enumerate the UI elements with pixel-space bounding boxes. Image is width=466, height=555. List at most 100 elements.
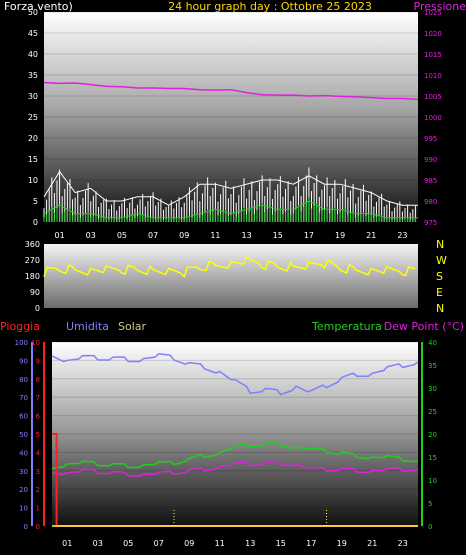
- y-tick-label: 30: [28, 92, 38, 101]
- rain-tick-label: 9: [36, 357, 40, 365]
- y-tick-label: 0: [35, 304, 40, 313]
- y-tick-label: 35: [28, 71, 38, 80]
- y-right-tick-label: 975: [424, 219, 437, 227]
- x-tick-label: 13: [245, 539, 255, 548]
- y-right-tick-label: 980: [424, 198, 437, 206]
- rain-tick-label: 7: [36, 394, 40, 402]
- x-tick-label: 21: [367, 539, 377, 548]
- x-tick-label: 01: [62, 539, 72, 548]
- humidity-tick-label: 60: [19, 413, 28, 421]
- x-tick-label: 09: [179, 231, 189, 240]
- direction-label: S: [436, 270, 443, 283]
- series-line: [51, 352, 419, 396]
- y-tick-label: 40: [28, 50, 38, 59]
- y-tick-label: 270: [25, 256, 40, 265]
- direction-label: N: [436, 238, 444, 251]
- temperature-tick-label: 40: [428, 339, 437, 347]
- rain-tick-label: 8: [36, 376, 40, 384]
- temperature-tick-label: 0: [428, 523, 432, 531]
- x-tick-label: 07: [154, 539, 164, 548]
- y-tick-label: 45: [28, 29, 38, 38]
- x-tick-label: 23: [397, 231, 407, 240]
- direction-label: W: [436, 254, 447, 267]
- rain-label: Pioggia: [0, 320, 40, 333]
- direction-label: N: [436, 302, 444, 315]
- temperature-label: Temperatura: [311, 320, 382, 333]
- y-tick-label: 50: [28, 8, 38, 17]
- wind-pressure-plot-area: [44, 12, 418, 222]
- y-right-tick-label: 1000: [424, 114, 442, 122]
- temperature-tick-label: 25: [428, 408, 437, 416]
- y-tick-label: 360: [25, 240, 40, 249]
- x-tick-label: 21: [366, 231, 376, 240]
- x-tick-label: 09: [184, 539, 194, 548]
- humidity-tick-label: 10: [19, 505, 28, 513]
- y-tick-label: 90: [30, 288, 40, 297]
- humidity-tick-label: 100: [15, 339, 28, 347]
- temperature-tick-label: 20: [428, 431, 437, 439]
- humidity-tick-label: 90: [19, 357, 28, 365]
- x-tick-label: 23: [398, 539, 408, 548]
- series-line: [51, 441, 419, 470]
- rain-tick-label: 2: [36, 486, 40, 494]
- x-tick-label: 03: [93, 539, 103, 548]
- y-tick-label: 10: [28, 176, 38, 185]
- y-right-tick-label: 1015: [424, 51, 442, 59]
- series-line: [51, 460, 419, 477]
- y-right-tick-label: 990: [424, 156, 437, 164]
- y-tick-label: 180: [25, 272, 40, 281]
- y-right-tick-label: 995: [424, 135, 437, 143]
- x-tick-label: 19: [335, 231, 345, 240]
- wind-direction-line: [43, 256, 416, 279]
- x-tick-label: 17: [304, 231, 314, 240]
- rain-tick-label: 4: [36, 449, 41, 457]
- x-tick-label: 15: [276, 539, 286, 548]
- rain-tick-label: 6: [36, 413, 41, 421]
- dew-point-label: Dew Point (°C): [384, 320, 464, 333]
- humidity-tick-label: 50: [19, 431, 28, 439]
- humidity-label: Umidita: [66, 320, 109, 333]
- y-tick-label: 15: [28, 155, 38, 164]
- y-tick-label: 5: [33, 197, 38, 206]
- rain-tick-label: 3: [36, 468, 40, 476]
- y-right-tick-label: 1025: [424, 9, 442, 17]
- temperature-tick-label: 30: [428, 385, 437, 393]
- x-tick-label: 01: [54, 231, 64, 240]
- y-tick-label: 20: [28, 134, 38, 143]
- temperature-tick-label: 15: [428, 454, 437, 462]
- y-tick-label: 0: [33, 218, 38, 227]
- rain-tick-label: 5: [36, 431, 40, 439]
- y-right-tick-label: 1010: [424, 72, 442, 80]
- chart-title: 24 hour graph day : Ottobre 25 2023: [168, 0, 372, 13]
- temperature-tick-label: 35: [428, 362, 437, 370]
- humidity-tick-label: 80: [19, 376, 28, 384]
- y-right-tick-label: 1020: [424, 30, 442, 38]
- rain-tick-label: 1: [36, 505, 40, 513]
- y-tick-label: 25: [28, 113, 38, 122]
- x-tick-label: 11: [215, 539, 225, 548]
- y-right-tick-label: 985: [424, 177, 437, 185]
- humidity-tick-label: 20: [19, 486, 28, 494]
- x-tick-label: 05: [123, 539, 133, 548]
- x-tick-label: 05: [117, 231, 127, 240]
- x-tick-label: 07: [148, 231, 158, 240]
- humidity-tick-label: 30: [19, 468, 28, 476]
- series-line: [43, 170, 418, 206]
- temperature-tick-label: 10: [428, 477, 437, 485]
- x-tick-label: 03: [86, 231, 96, 240]
- x-tick-label: 19: [337, 539, 347, 548]
- series-line: [43, 200, 418, 219]
- solar-label: Solar: [118, 320, 147, 333]
- rain-tick-label: 10: [31, 339, 40, 347]
- temperature-tick-label: 5: [428, 500, 432, 508]
- pressure-axis-label: Pressione: [414, 0, 466, 13]
- direction-label: E: [436, 286, 443, 299]
- rain-tick-label: 0: [36, 523, 40, 531]
- x-tick-label: 11: [210, 231, 220, 240]
- humidity-tick-label: 0: [24, 523, 28, 531]
- temp-humidity-plot-area: [52, 342, 418, 526]
- x-tick-label: 15: [273, 231, 283, 240]
- series-line: [43, 81, 419, 101]
